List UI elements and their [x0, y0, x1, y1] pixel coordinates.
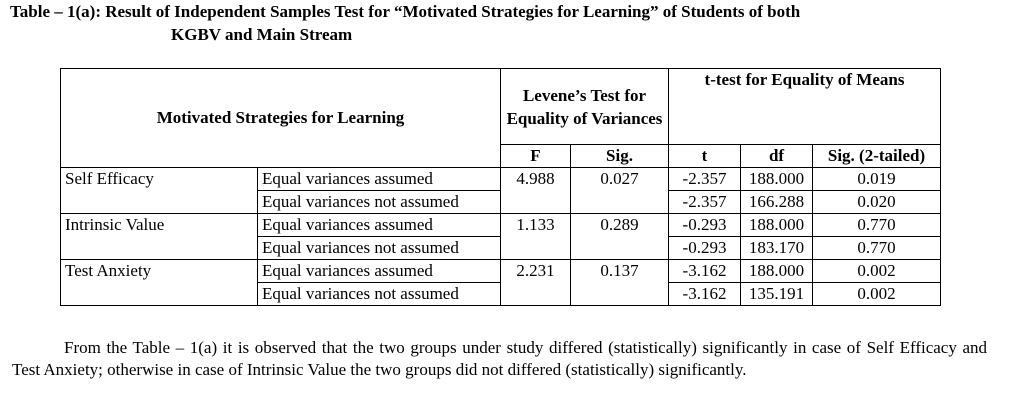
- table-cell: F: [500, 144, 571, 168]
- table-cell: Equal variances assumed: [257, 167, 501, 191]
- table-cell: -2.357: [668, 190, 741, 214]
- table-row: Equal variances not assumed -3.162 135.191…: [61, 282, 941, 306]
- table-cell: -3.162: [668, 282, 741, 306]
- table-cell: 188.000: [740, 213, 813, 237]
- table-row: Equal variances not assumed -2.357 166.288…: [61, 190, 941, 214]
- table-cell: -0.293: [668, 236, 741, 260]
- table-cell: 4.988: [500, 167, 571, 214]
- table-cell: 135.191: [740, 282, 813, 306]
- table-cell: Intrinsic Value: [60, 213, 258, 260]
- table-cell: Equal variances not assumed: [257, 236, 501, 260]
- table-cell: Levene’s Test for Equality of Variances: [500, 68, 669, 145]
- table-cell: 0.020: [812, 190, 941, 214]
- table-cell: Equal variances not assumed: [257, 190, 501, 214]
- table-cell: 0.027: [570, 167, 669, 214]
- table-row: Intrinsic Value Equal variances assumed 1.…: [60, 213, 941, 260]
- results-table: Motivated Strategies for Learning Levene’…: [60, 68, 941, 306]
- table-cell: 0.019: [812, 167, 941, 191]
- table-cell: -3.162: [668, 259, 741, 283]
- table-row: Test Anxiety Equal variances assumed 2.231…: [60, 259, 941, 306]
- table-cell: df: [740, 144, 813, 168]
- table-cell: 183.170: [740, 236, 813, 260]
- table-cell: t: [668, 144, 741, 168]
- table-cell: Motivated Strategies for Learning: [60, 68, 501, 168]
- table-cell: Equal variances not assumed: [257, 282, 501, 306]
- table-cell: 188.000: [740, 167, 813, 191]
- table-cell: -0.293: [668, 213, 741, 237]
- table-cell: 188.000: [740, 259, 813, 283]
- table-cell: Test Anxiety: [60, 259, 258, 306]
- table-cell: -2.357: [668, 167, 741, 191]
- title-line: KGBV and Main Stream: [171, 25, 353, 44]
- table-cell: 0.137: [570, 259, 669, 306]
- table-cell: Sig. (2-tailed): [812, 144, 941, 168]
- table-cell: 0.002: [812, 259, 941, 283]
- table-cell: 0.002: [812, 282, 941, 306]
- table-cell: 0.770: [812, 213, 941, 237]
- table-cell: Sig.: [570, 144, 669, 168]
- table-cell: Equal variances assumed: [257, 213, 501, 237]
- table-row: Motivated Strategies for Learning Levene’…: [60, 68, 941, 168]
- table-cell: Equal variances assumed: [257, 259, 501, 283]
- title-line: Table – 1(a): Result of Independent Samp…: [10, 2, 801, 21]
- table-row: Self Efficacy Equal variances assumed 4.98…: [60, 167, 941, 214]
- table-cell: 0.770: [812, 236, 941, 260]
- table-cell: Self Efficacy: [60, 167, 258, 214]
- table-row: F Sig. t df Sig. (2-tailed): [61, 144, 941, 168]
- table-cell: 0.289: [570, 213, 669, 260]
- table-cell: 166.288: [740, 190, 813, 214]
- table-cell: t-test for Equality of Means: [668, 68, 941, 145]
- paragraph: From the Table – 1(a) it is observed tha…: [12, 338, 987, 379]
- table-cell: 2.231: [500, 259, 571, 306]
- table-cell: 1.133: [500, 213, 571, 260]
